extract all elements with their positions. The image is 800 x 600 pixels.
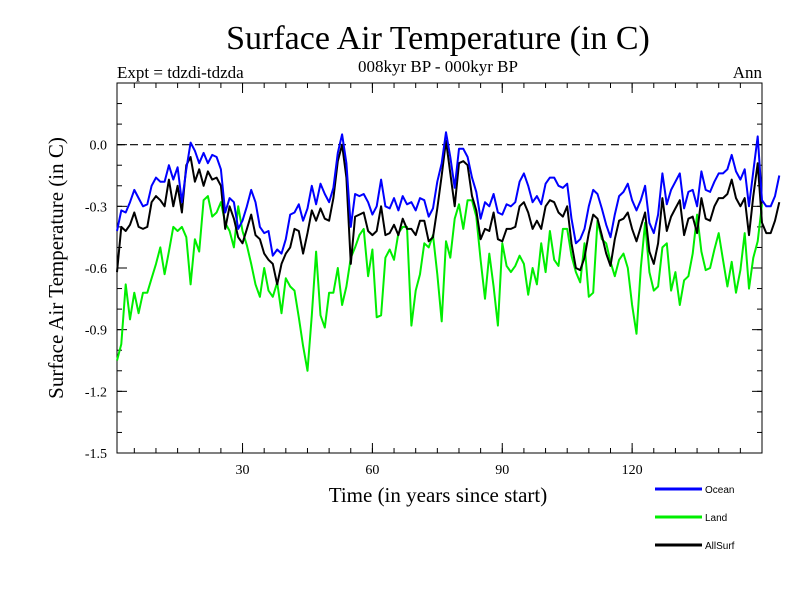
y-tick-label: 0.0	[90, 139, 108, 154]
legend-label-land: Land	[705, 513, 727, 524]
series-lines	[116, 131, 781, 372]
x-tick-label: 120	[622, 463, 643, 478]
y-tick-label: -0.6	[85, 262, 107, 277]
legend-label-allsurf: AllSurf	[705, 541, 735, 552]
experiment-label: Expt = tdzdi-tdzda	[117, 63, 244, 82]
chart-subtitle: 008kyr BP - 000kyr BP	[358, 57, 518, 76]
y-tick-label: -0.3	[85, 200, 107, 215]
x-axis: 30 60 90 120	[133, 83, 763, 478]
series-line-ocean	[116, 131, 781, 257]
x-axis-title: Time (in years since start)	[329, 483, 548, 507]
legend-label-ocean: Ocean	[705, 485, 734, 496]
x-tick-label: 60	[365, 463, 379, 478]
y-tick-label: -0.9	[85, 324, 107, 339]
y-axis: -1.5 -1.2 -0.9 -0.6 -0.3 0.0	[85, 82, 762, 462]
chart-title: Surface Air Temperature (in C)	[226, 20, 650, 57]
legend: Ocean Land AllSurf	[655, 485, 735, 552]
plot-area: -1.5 -1.2 -0.9 -0.6 -0.3 0.0 30 60 90 120	[85, 82, 781, 478]
series-line-allsurf	[116, 139, 781, 286]
season-label: Ann	[733, 63, 763, 82]
x-tick-label: 90	[495, 463, 509, 478]
y-tick-label: -1.2	[85, 385, 107, 400]
y-axis-title: Surface Air Temperature (in C)	[44, 137, 68, 399]
plot-frame	[116, 82, 763, 454]
y-tick-label: -1.5	[85, 447, 107, 462]
x-tick-label: 30	[236, 463, 250, 478]
